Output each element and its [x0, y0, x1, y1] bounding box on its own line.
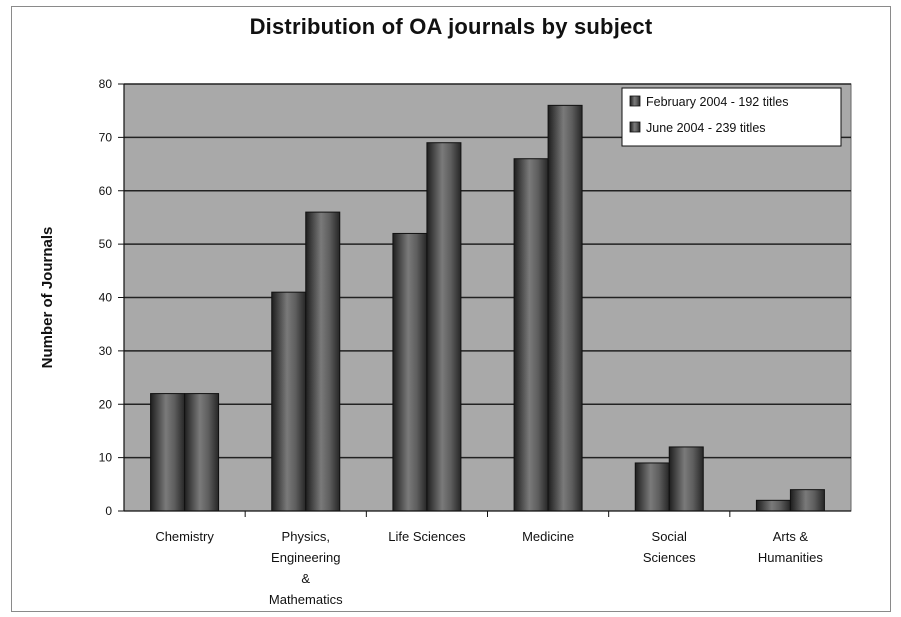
bar [426, 142, 462, 512]
bars [150, 104, 825, 512]
bar [547, 104, 583, 512]
legend-swatch [629, 121, 641, 133]
legend-label: February 2004 - 192 titles [646, 95, 788, 109]
x-category-label: Medicine [522, 529, 574, 544]
x-category-label: Physics, Engineering & Mathematics [269, 529, 343, 607]
bar [305, 211, 341, 512]
bar [271, 291, 307, 512]
x-category-label: Arts & Humanities [758, 529, 824, 565]
bar [392, 232, 428, 512]
axes [118, 83, 851, 517]
x-category-label: Chemistry [155, 529, 214, 544]
y-tick-label: 0 [105, 504, 112, 518]
bar [634, 462, 670, 512]
y-tick-label: 20 [99, 397, 113, 411]
x-category-label: Social Sciences [643, 529, 696, 565]
y-axis-title: Number of Journals [39, 227, 56, 369]
legend-label: June 2004 - 239 titles [646, 121, 766, 135]
gridlines [124, 83, 851, 459]
x-category-labels: Chemistry Physics, Engineering & Mathematics… [155, 529, 823, 607]
y-tick-label: 40 [99, 291, 113, 305]
bar [150, 393, 186, 512]
legend-swatch [629, 95, 641, 107]
y-tick-label: 50 [99, 237, 113, 251]
bar [184, 393, 220, 512]
y-tick-label: 60 [99, 184, 113, 198]
bar [789, 489, 825, 512]
y-tick-label: 30 [99, 344, 113, 358]
y-tick-label: 70 [99, 130, 113, 144]
y-tick-label: 80 [99, 77, 113, 91]
bar [513, 158, 549, 512]
y-tick-labels: 0 10 20 30 40 50 60 70 80 [99, 77, 113, 518]
y-tick-label: 10 [99, 451, 113, 465]
bar [668, 446, 704, 512]
legend-box [621, 87, 842, 147]
chart-title: Distribution of OA journals by subject [249, 14, 653, 39]
legend: February 2004 - 192 titles June 2004 - 23… [621, 87, 842, 147]
bar [755, 499, 791, 512]
x-category-label: Life Sciences [388, 529, 466, 544]
